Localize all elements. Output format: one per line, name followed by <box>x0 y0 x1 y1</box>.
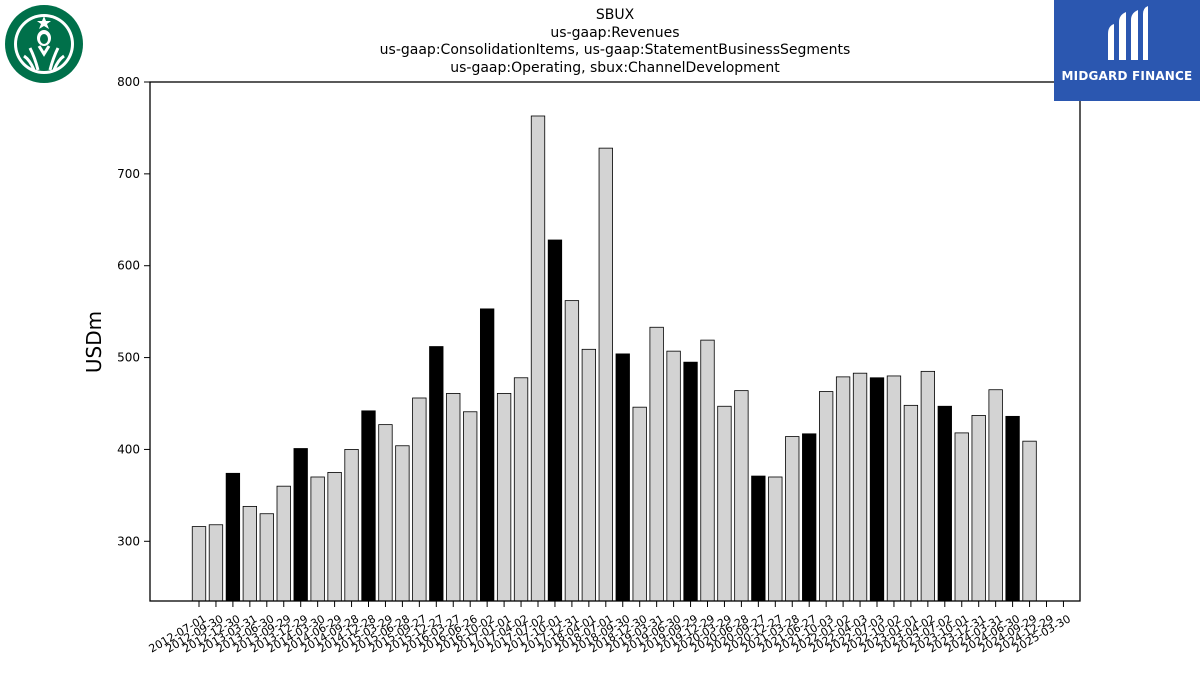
bar <box>191 526 207 602</box>
bar <box>225 472 241 602</box>
bar <box>666 350 681 602</box>
bar <box>310 476 325 602</box>
bar <box>717 405 732 602</box>
siren-icon <box>5 5 83 83</box>
bar <box>361 410 376 602</box>
y-tick-label: 300 <box>117 534 140 548</box>
y-tick-label: 700 <box>117 167 140 181</box>
x-axis-ticks: 2012-07-012012-09-302012-12-302013-03-31… <box>147 601 1073 655</box>
bar <box>530 115 546 602</box>
bar <box>835 376 851 602</box>
bar <box>971 415 986 602</box>
bar <box>869 377 885 602</box>
chart-title-line: us-gaap:Operating, sbux:ChannelDevelopme… <box>450 59 780 76</box>
bar <box>327 471 342 602</box>
y-tick-label: 400 <box>117 442 140 456</box>
bar <box>242 505 258 602</box>
bar <box>496 392 512 602</box>
chart-title-line: SBUX <box>595 7 635 23</box>
bar <box>802 433 817 602</box>
bar <box>479 308 495 602</box>
bar <box>751 475 766 602</box>
plot-frame <box>149 81 1081 602</box>
y-tick-label: 500 <box>117 351 140 365</box>
midgard-finance-logo: MIDGARD FINANCE <box>1054 0 1200 101</box>
bar <box>903 404 919 602</box>
bar <box>344 449 359 602</box>
y-tick-label: 800 <box>117 75 140 89</box>
midgard-mark-icon <box>1108 6 1148 60</box>
bar <box>513 377 529 602</box>
bar <box>293 448 308 602</box>
bar <box>819 391 834 602</box>
bar <box>700 339 715 602</box>
y-tick-label: 600 <box>117 259 140 273</box>
chart-title-line: us-gaap:Revenues <box>550 24 680 41</box>
bar <box>564 300 580 602</box>
bar <box>988 389 1003 602</box>
bar <box>768 476 783 602</box>
bar <box>395 445 410 602</box>
bar <box>378 424 393 602</box>
chart-title: SBUX us-gaap:Revenues us-gaap:Consolidat… <box>150 7 1080 77</box>
bar <box>547 239 563 602</box>
bar <box>1022 440 1037 602</box>
bar <box>276 485 291 602</box>
bar <box>852 372 868 602</box>
bar <box>463 411 478 602</box>
bar <box>937 405 952 602</box>
bar <box>259 513 274 602</box>
bar <box>208 524 224 602</box>
bar <box>615 353 630 602</box>
bar <box>632 406 647 602</box>
midgard-brand-text: MIDGARD FINANCE <box>1061 69 1193 83</box>
bar <box>446 392 461 602</box>
bar <box>429 346 444 602</box>
bar <box>1005 415 1020 602</box>
bar <box>734 390 749 602</box>
bar <box>785 436 800 602</box>
bar <box>954 432 969 602</box>
starbucks-logo <box>4 4 84 84</box>
y-axis-ticks: 300 400 500 600 700 800 <box>117 75 150 548</box>
bar <box>886 375 902 602</box>
bar <box>683 361 698 602</box>
bar <box>581 348 596 602</box>
bar <box>649 326 664 602</box>
bar <box>598 147 613 602</box>
bars-group <box>191 115 1037 602</box>
bar <box>920 370 935 602</box>
bar <box>412 397 427 602</box>
chart-title-line: us-gaap:ConsolidationItems, us-gaap:Stat… <box>379 42 851 58</box>
y-axis-label: USDm <box>82 311 106 373</box>
